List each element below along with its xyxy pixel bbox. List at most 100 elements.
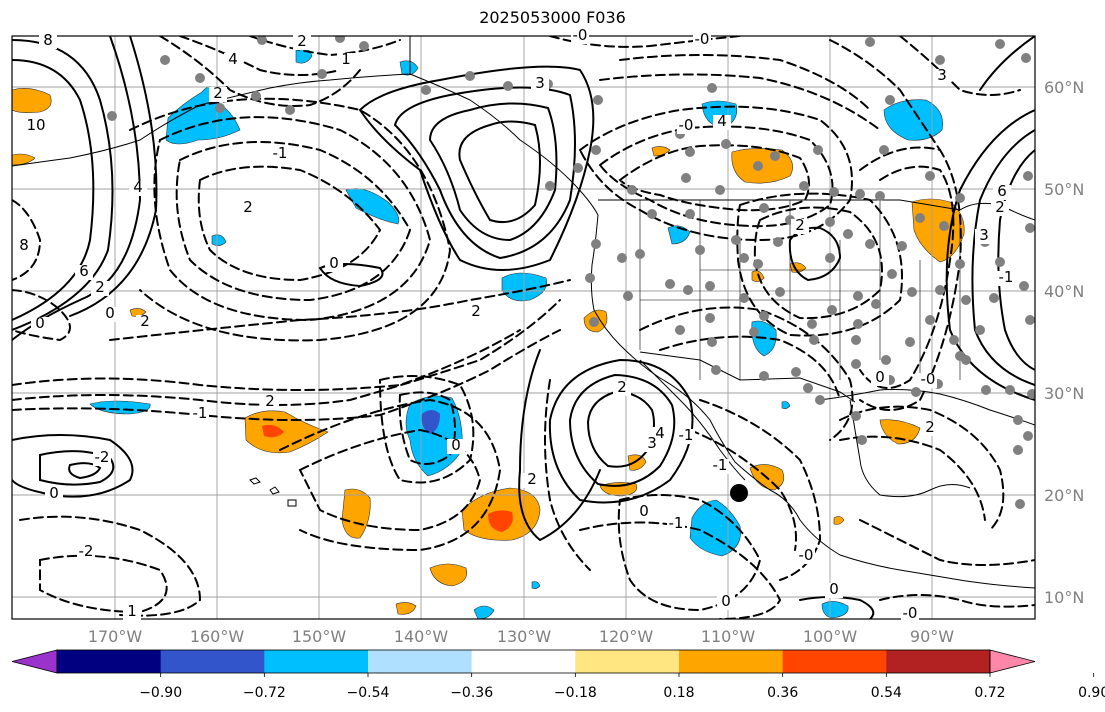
baja-coast (639, 359, 746, 481)
contour-label: 2 (995, 198, 1005, 216)
contour-dashed (175, 141, 412, 302)
contour-solid (12, 39, 114, 331)
contour-label: 6 (79, 262, 89, 280)
contour-label-bg (129, 181, 147, 196)
contour-label-bg (635, 505, 653, 520)
contour-label: 4 (133, 178, 143, 196)
contour-label: -1 (273, 144, 288, 162)
contour-label-bg (531, 77, 549, 92)
gulf-coast (819, 389, 1035, 426)
contour-label-bg (39, 34, 57, 49)
contour-label: -1 (679, 426, 694, 444)
shade-blue (781, 401, 791, 409)
contour-label-bg (933, 69, 951, 84)
contour-label-bg (31, 317, 49, 332)
lat-axis-labels: 60°N 50°N 40°N 30°N 20°N 10°N (1044, 78, 1084, 607)
shade-blue (883, 99, 943, 141)
contour-solid (979, 36, 1035, 91)
contour-label: 6 (997, 182, 1007, 200)
contour-label-bg (677, 429, 695, 444)
contour-dashed (12, 299, 561, 406)
contour-solid (318, 263, 384, 288)
contour-label-bg (261, 395, 279, 410)
colorbar-extend-low (11, 649, 58, 674)
contour-solid (788, 226, 842, 282)
contour-label: 2 (925, 418, 935, 436)
contour-label-bg (677, 119, 695, 134)
contour-dashed (578, 105, 853, 242)
contour-dashed (12, 289, 71, 342)
colorbar-swatch (368, 650, 473, 673)
contour-solid (586, 390, 655, 468)
contour-label-bg (45, 487, 63, 502)
shade-orange (341, 488, 371, 539)
contour-label-bg (271, 147, 289, 162)
contour-label: 2 (795, 216, 805, 234)
contour-label-bg (136, 315, 154, 330)
contour-label: 0 (35, 314, 45, 332)
contour-label-bg (467, 305, 485, 320)
colorbar-tick-label: −0.90 (139, 685, 182, 701)
contour-label: -0 (679, 116, 694, 134)
contour-label: -1 (713, 456, 728, 474)
contour-label: 1 (127, 602, 137, 620)
contour-label-bg (337, 53, 355, 68)
contour-dashed (899, 36, 1021, 96)
contour-solid (518, 349, 601, 542)
contour-solid (945, 109, 1035, 401)
colorbar-tick-label: −0.54 (347, 685, 390, 701)
contour-label: 2 (617, 378, 627, 396)
black-marker (730, 484, 748, 502)
hawaii-islands (249, 477, 297, 507)
contour-dashed (249, 36, 401, 57)
contour-label: 3 (937, 66, 947, 84)
contour-label-bg (15, 239, 33, 254)
contour-dashed (859, 165, 955, 389)
contour-dashed (599, 73, 881, 131)
contour-label: 2 (265, 392, 275, 410)
colorbar-swatch (575, 650, 680, 673)
lon-label: 90°W (910, 627, 954, 646)
contour-solid (568, 373, 676, 487)
colorbar-swatch (160, 650, 265, 673)
shade-blue (211, 234, 227, 246)
contour-solid (358, 65, 595, 271)
lat-label: 30°N (1044, 384, 1084, 403)
shade-orange (429, 563, 467, 587)
colorbar (11, 649, 1036, 674)
shade-blue (165, 86, 241, 145)
contour-label: 0 (49, 484, 59, 502)
colorbar-tick-label: −0.72 (243, 685, 286, 701)
contour-solid (428, 102, 558, 242)
contour-label-bg (447, 439, 465, 454)
lon-label: 120°W (599, 627, 654, 646)
contour-dashed (659, 335, 841, 401)
shade-blue (821, 601, 849, 619)
contour-dashed (859, 519, 1035, 566)
contour-label: -1 (669, 514, 684, 532)
colorbar-tick-label: 0.18 (663, 685, 694, 701)
contour-label: -0 (573, 26, 588, 44)
contour-label-bg (123, 605, 141, 620)
contour-label-bg (975, 229, 993, 244)
contour-label: -2 (95, 448, 110, 466)
colorbar-swatch (782, 650, 887, 673)
contour-label: 2 (243, 198, 253, 216)
contour-label: 8 (43, 31, 53, 49)
contour-solid (12, 36, 142, 341)
contour-label: -0 (695, 30, 710, 48)
contour-dashed (398, 391, 456, 465)
contour-dashed (544, 379, 591, 571)
contour-label-bg (191, 407, 209, 422)
colorbar-extend-high (989, 649, 1036, 674)
contour-label: 3 (979, 226, 989, 244)
shade-orange (244, 410, 329, 454)
lon-label: 130°W (497, 627, 552, 646)
contour-solid (12, 434, 134, 498)
lon-label: 110°W (701, 627, 756, 646)
contour-label-bg (667, 517, 685, 532)
contour-label-bg (77, 545, 95, 560)
contour-label-bg (93, 451, 111, 466)
colorbar-tick-label: 0.36 (767, 685, 798, 701)
lon-label: 160°W (190, 627, 245, 646)
